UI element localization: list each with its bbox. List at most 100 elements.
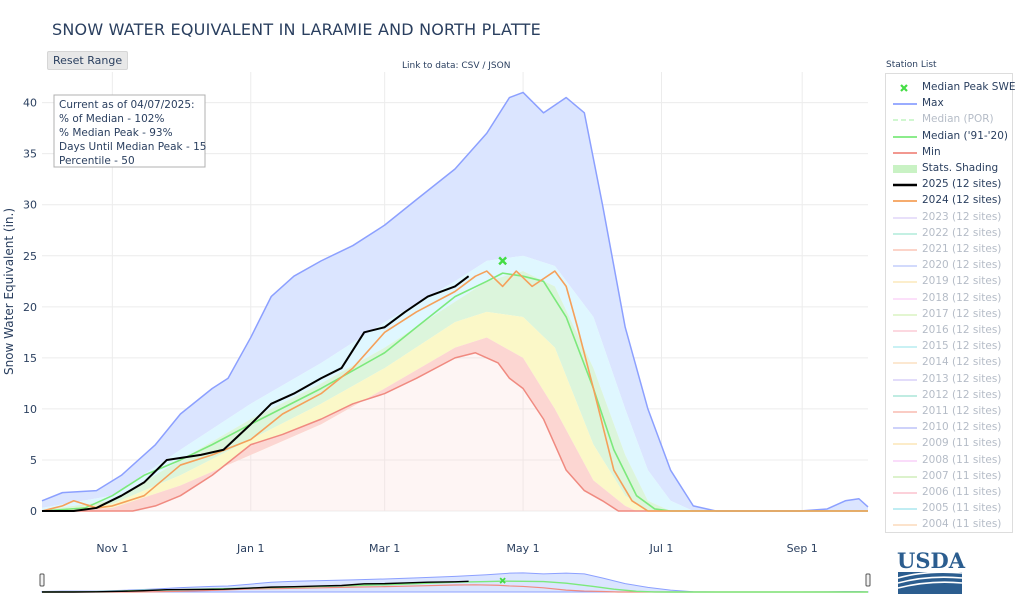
- legend-label: 2025 (12 sites): [922, 178, 1002, 191]
- legend-label: Stats. Shading: [922, 162, 999, 174]
- legend-symbol: [893, 427, 917, 430]
- reset-range-button[interactable]: Reset Range: [47, 51, 129, 70]
- median-91-20-line: [41, 272, 868, 512]
- data-link[interactable]: Link to data: CSV / JSON: [402, 61, 511, 71]
- legend-symbol: [893, 232, 917, 235]
- legend-symbol: [893, 265, 917, 268]
- legend-item[interactable]: 2004 (11 sites): [886, 517, 1012, 533]
- legend-label: 2008 (11 sites): [922, 453, 1002, 466]
- legend-item[interactable]: 2019 (12 sites): [886, 274, 1012, 290]
- median-peak-marker: [498, 256, 508, 266]
- legend-symbol: [893, 183, 917, 187]
- line-2025: [42, 275, 470, 512]
- legend-symbol: [893, 281, 917, 284]
- legend-symbol: [893, 378, 917, 381]
- x-tick-label: Jan 1: [236, 542, 264, 555]
- legend-item[interactable]: 2014 (12 sites): [886, 355, 1012, 371]
- legend-item[interactable]: 2018 (12 sites): [886, 291, 1012, 307]
- legend-item[interactable]: 2009 (11 sites): [886, 436, 1012, 452]
- legend-symbol: [893, 151, 917, 154]
- usda-logo-stripe: [897, 576, 963, 584]
- range-slider[interactable]: [39, 571, 871, 593]
- legend-item[interactable]: Median ('91-'20): [886, 129, 1012, 145]
- legend-item[interactable]: Median (POR): [886, 112, 1012, 128]
- legend-label: Min: [922, 145, 941, 158]
- legend-label: 2020 (12 sites): [922, 259, 1002, 272]
- legend-item[interactable]: 2015 (12 sites): [886, 339, 1012, 355]
- chart-title: SNOW WATER EQUIVALENT IN LARAMIE AND NOR…: [52, 20, 541, 39]
- slider-handle[interactable]: [39, 573, 45, 587]
- legend-item[interactable]: 2024 (12 sites): [886, 193, 1012, 209]
- legend-symbol: [893, 200, 917, 203]
- legend-label: 2023 (12 sites): [922, 210, 1002, 223]
- legend-symbol: [893, 119, 917, 122]
- percentile-band: [42, 271, 868, 511]
- station-list-title: Station List: [886, 60, 937, 70]
- legend-item[interactable]: 2008 (11 sites): [886, 453, 1012, 469]
- legend-item[interactable]: 2007 (11 sites): [886, 469, 1012, 485]
- legend-symbol: [893, 313, 917, 316]
- y-tick-label: 15: [23, 352, 37, 365]
- legend-label: 2016 (12 sites): [922, 324, 1002, 336]
- legend-item[interactable]: Max: [886, 96, 1012, 112]
- y-tick-label: 40: [23, 97, 37, 110]
- legend-item[interactable]: 2010 (12 sites): [886, 420, 1012, 436]
- legend-symbol: [893, 459, 917, 462]
- legend-symbol: [893, 297, 917, 300]
- legend-item[interactable]: 2013 (12 sites): [886, 372, 1012, 388]
- stats-line: % Median Peak - 93%: [59, 127, 173, 139]
- markers: [498, 256, 508, 266]
- legend-label: 2014 (12 sites): [922, 356, 1002, 369]
- slider-peak-marker: [499, 577, 506, 584]
- legend-label: Median ('91-'20): [922, 129, 1009, 142]
- legend-label: 2006 (11 sites): [922, 486, 1002, 498]
- y-axis-title: Snow Water Equivalent (in.): [2, 208, 16, 375]
- legend-symbol: [900, 84, 908, 92]
- series-lines: [41, 91, 869, 512]
- legend-item[interactable]: 2023 (12 sites): [886, 210, 1012, 226]
- legend-symbol: [893, 443, 917, 446]
- legend-item[interactable]: Min: [886, 145, 1012, 161]
- slider-min-line: [42, 584, 868, 593]
- legend-item[interactable]: Median Peak SWE: [886, 80, 1015, 96]
- legend-item[interactable]: Stats. Shading: [886, 161, 1012, 177]
- legend-item[interactable]: 2005 (11 sites): [886, 501, 1012, 517]
- legend-item[interactable]: 2025 (12 sites): [886, 177, 1012, 193]
- legend-label: 2017 (12 sites): [922, 307, 1002, 320]
- legend-label: 2009 (11 sites): [922, 437, 1002, 450]
- legend-item[interactable]: 2012 (12 sites): [886, 388, 1012, 404]
- x-tick-label: Sep 1: [787, 542, 818, 555]
- legend-symbol: [893, 165, 917, 173]
- legend-symbol: [893, 475, 917, 478]
- legend-symbol: [893, 411, 917, 413]
- usda-logo-stripe: [897, 571, 963, 579]
- legend-item[interactable]: 2021 (12 sites): [886, 242, 1012, 258]
- stats-box-frame: [53, 94, 206, 168]
- percentile-band: [42, 92, 868, 511]
- legend-item[interactable]: 2017 (12 sites): [886, 307, 1012, 323]
- station-legend: Median Peak SWE Max Median (POR) Median ('9…: [885, 73, 1015, 533]
- stats-line: Percentile - 50: [59, 155, 135, 167]
- usda-logo-stripe: [897, 581, 963, 589]
- legend-symbol: [893, 216, 917, 219]
- legend-item[interactable]: 2006 (11 sites): [886, 485, 1012, 501]
- y-tick-label: 20: [23, 301, 37, 314]
- legend-label: 2010 (12 sites): [922, 421, 1002, 434]
- legend-item[interactable]: 2016 (12 sites): [886, 323, 1012, 339]
- stats-box: Current as of 04/07/2025: % of Median - 1…: [53, 94, 206, 168]
- legend-symbol: [893, 346, 917, 349]
- y-tick-label: 35: [23, 148, 37, 161]
- legend-label: 2015 (12 sites): [922, 340, 1002, 353]
- legend-symbol: [893, 492, 917, 494]
- legend-item[interactable]: 2020 (12 sites): [886, 258, 1012, 274]
- legend-item[interactable]: 2022 (12 sites): [886, 226, 1012, 242]
- legend-label: Max: [922, 97, 944, 110]
- x-tick-label: Nov 1: [96, 542, 128, 555]
- y-tick-label: 30: [23, 199, 37, 212]
- legend-symbol: [893, 330, 917, 332]
- y-tick-label: 0: [30, 505, 37, 518]
- legend-item[interactable]: 2011 (12 sites): [886, 404, 1012, 420]
- legend-symbol: [893, 508, 917, 511]
- slider-handle[interactable]: [865, 573, 871, 587]
